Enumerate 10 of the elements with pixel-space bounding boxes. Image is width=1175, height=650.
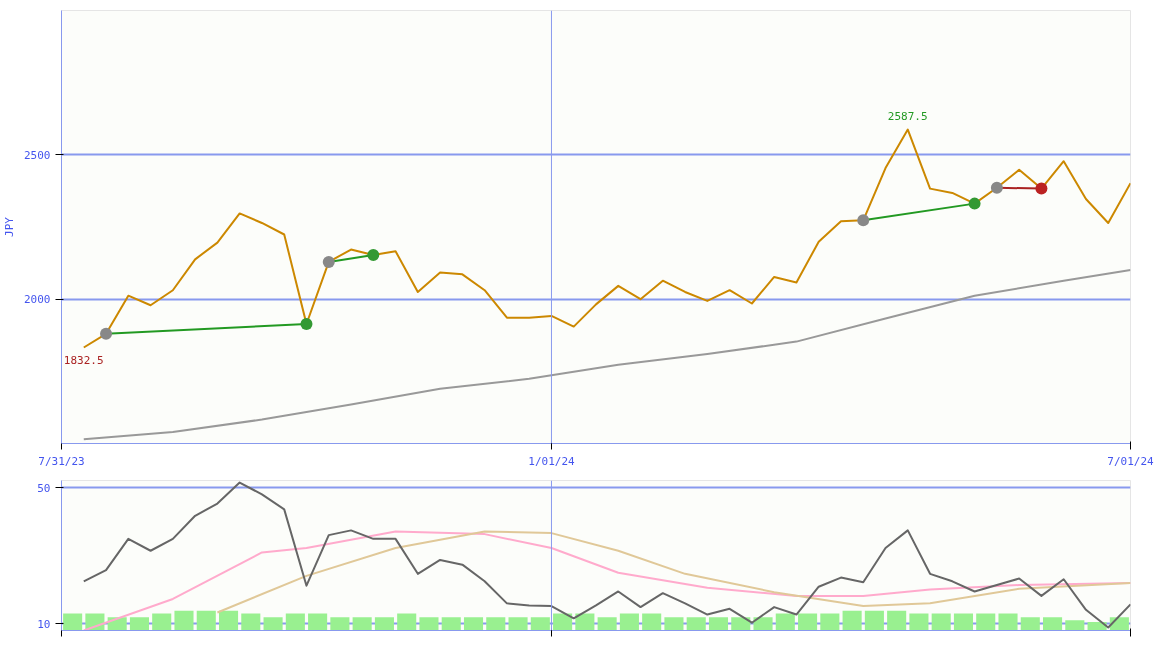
x-tick-label: 7/31/23 — [38, 454, 85, 468]
x-tick-label: 1/01/24 — [528, 454, 576, 468]
y-axis-title: JPY — [3, 216, 17, 237]
y-tick-label: 2000 — [24, 293, 51, 307]
y-tick-label: 50 — [37, 481, 51, 495]
annotation: 1832.5 — [63, 353, 104, 367]
annotation: 2587.5 — [887, 109, 928, 123]
y-tick-label: 2500 — [24, 148, 51, 162]
y-tick-label: 10 — [37, 617, 51, 631]
x-tick-label: 7/01/24 — [1107, 454, 1155, 468]
